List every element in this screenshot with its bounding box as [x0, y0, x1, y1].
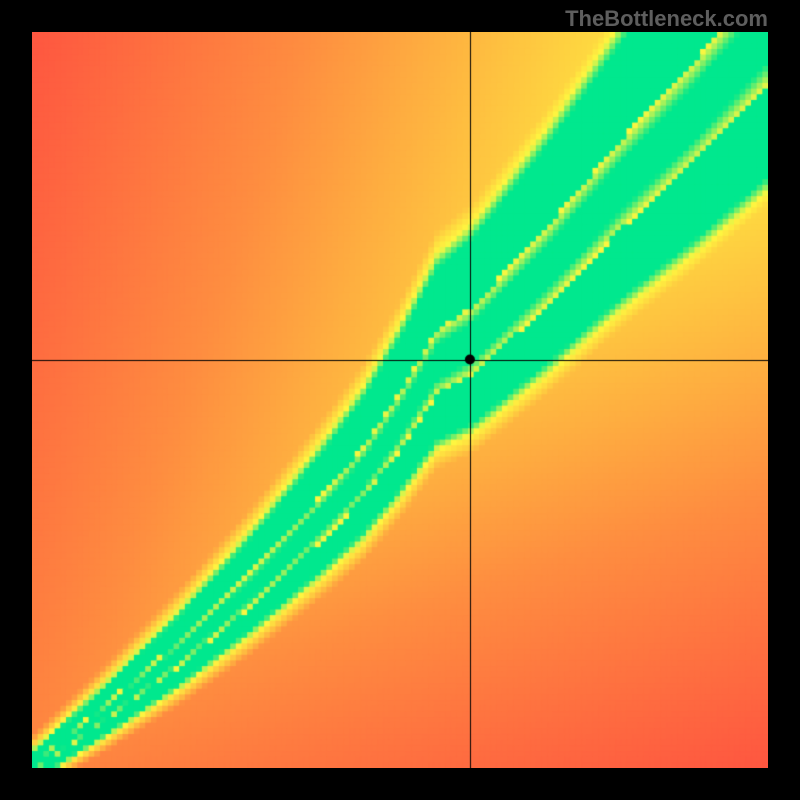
- watermark-text: TheBottleneck.com: [565, 6, 768, 32]
- bottleneck-heatmap: [32, 32, 768, 768]
- chart-container: TheBottleneck.com: [0, 0, 800, 800]
